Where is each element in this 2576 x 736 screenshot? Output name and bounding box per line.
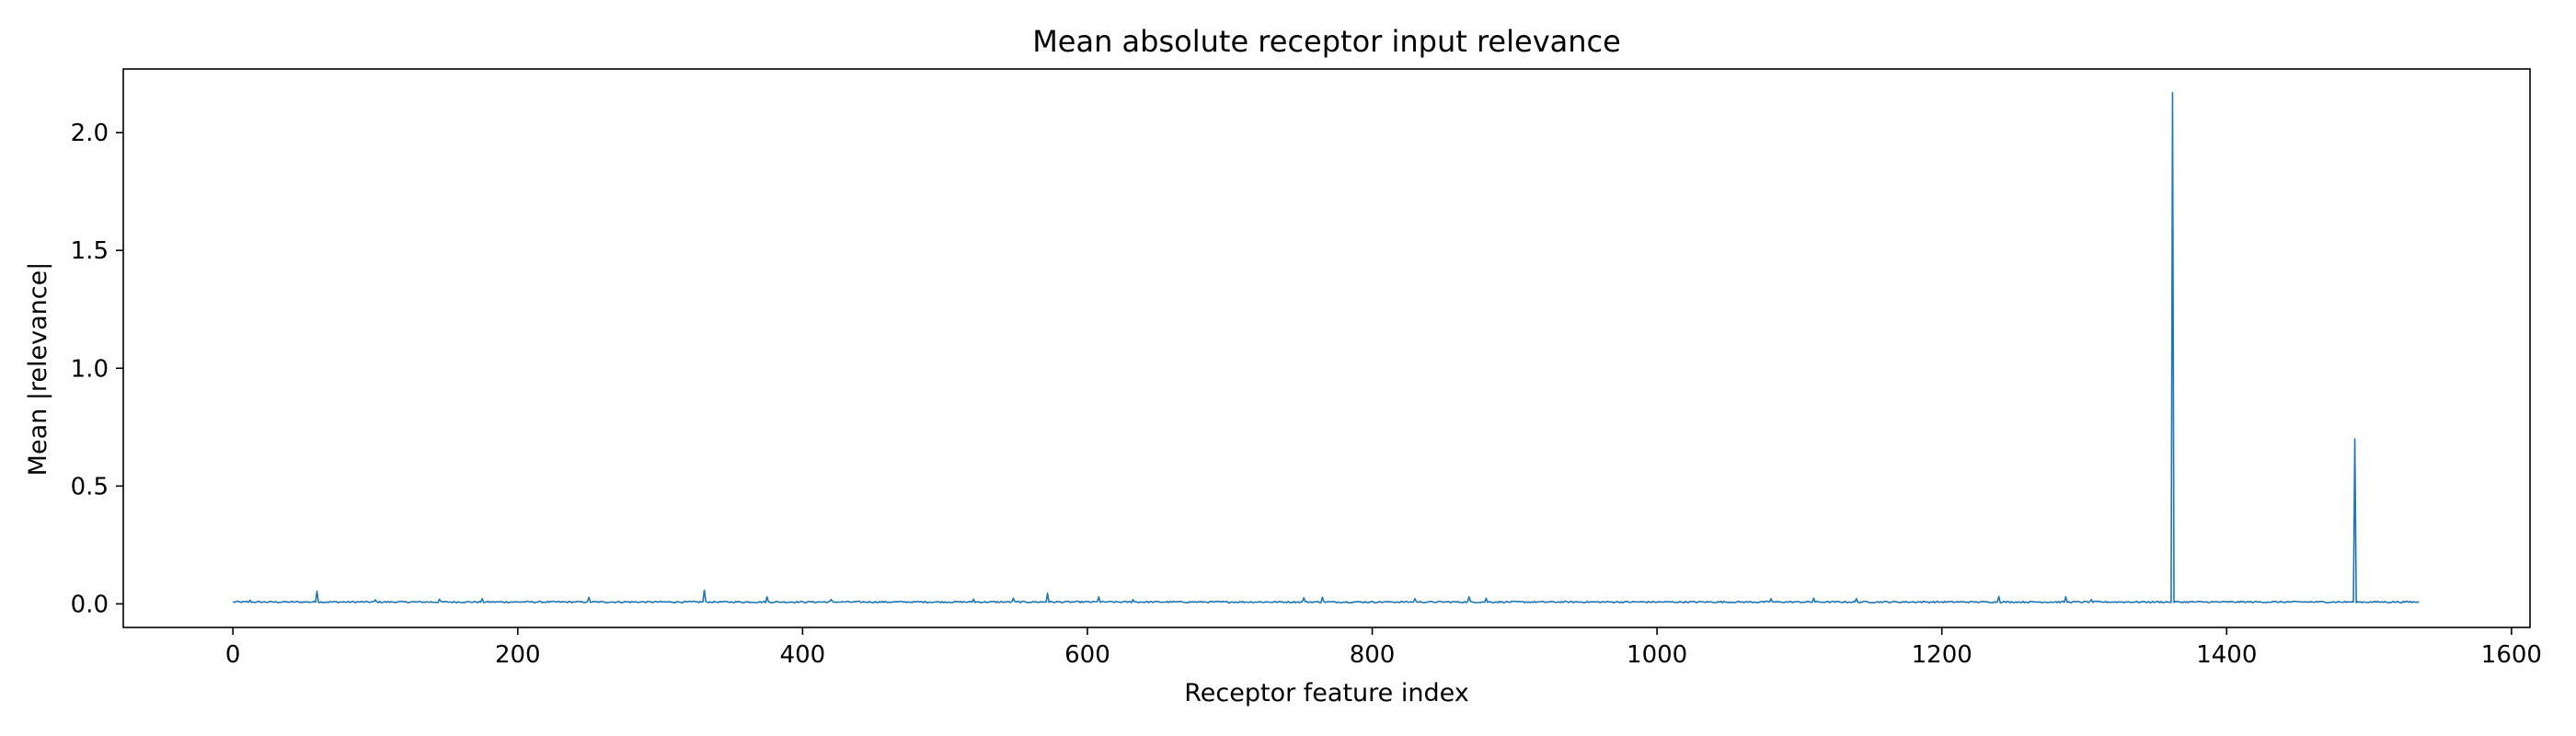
y-tick-label: 1.0 [71,355,109,383]
y-tick-label: 1.5 [71,237,109,265]
series-line [232,91,2420,604]
x-tick-label: 1000 [1627,641,1687,669]
y-tick-label: 0.0 [71,591,109,618]
y-tick-label: 0.5 [71,473,109,500]
x-tick-label: 200 [495,641,541,669]
x-tick-label: 1400 [2196,641,2257,669]
x-tick-label: 0 [225,641,241,669]
x-tick-label: 800 [1350,641,1396,669]
y-tick-label: 2.0 [71,120,109,147]
axes-frame [122,68,2531,628]
chart-title: Mean absolute receptor input relevance [1032,24,1621,59]
x-tick-label: 400 [780,641,826,669]
x-tick-label: 600 [1064,641,1110,669]
x-tick-label: 1600 [2481,641,2542,669]
plot-area [232,91,2420,604]
y-axis-label: Mean |relevance| [24,262,52,477]
axes: 0 200 400 600 800 1000 1200 1400 1600 0.0 0.5 1.0 1.… [71,68,2542,669]
x-tick-label: 1200 [1912,641,1972,669]
x-axis-label: Receptor feature index [1184,679,1468,707]
